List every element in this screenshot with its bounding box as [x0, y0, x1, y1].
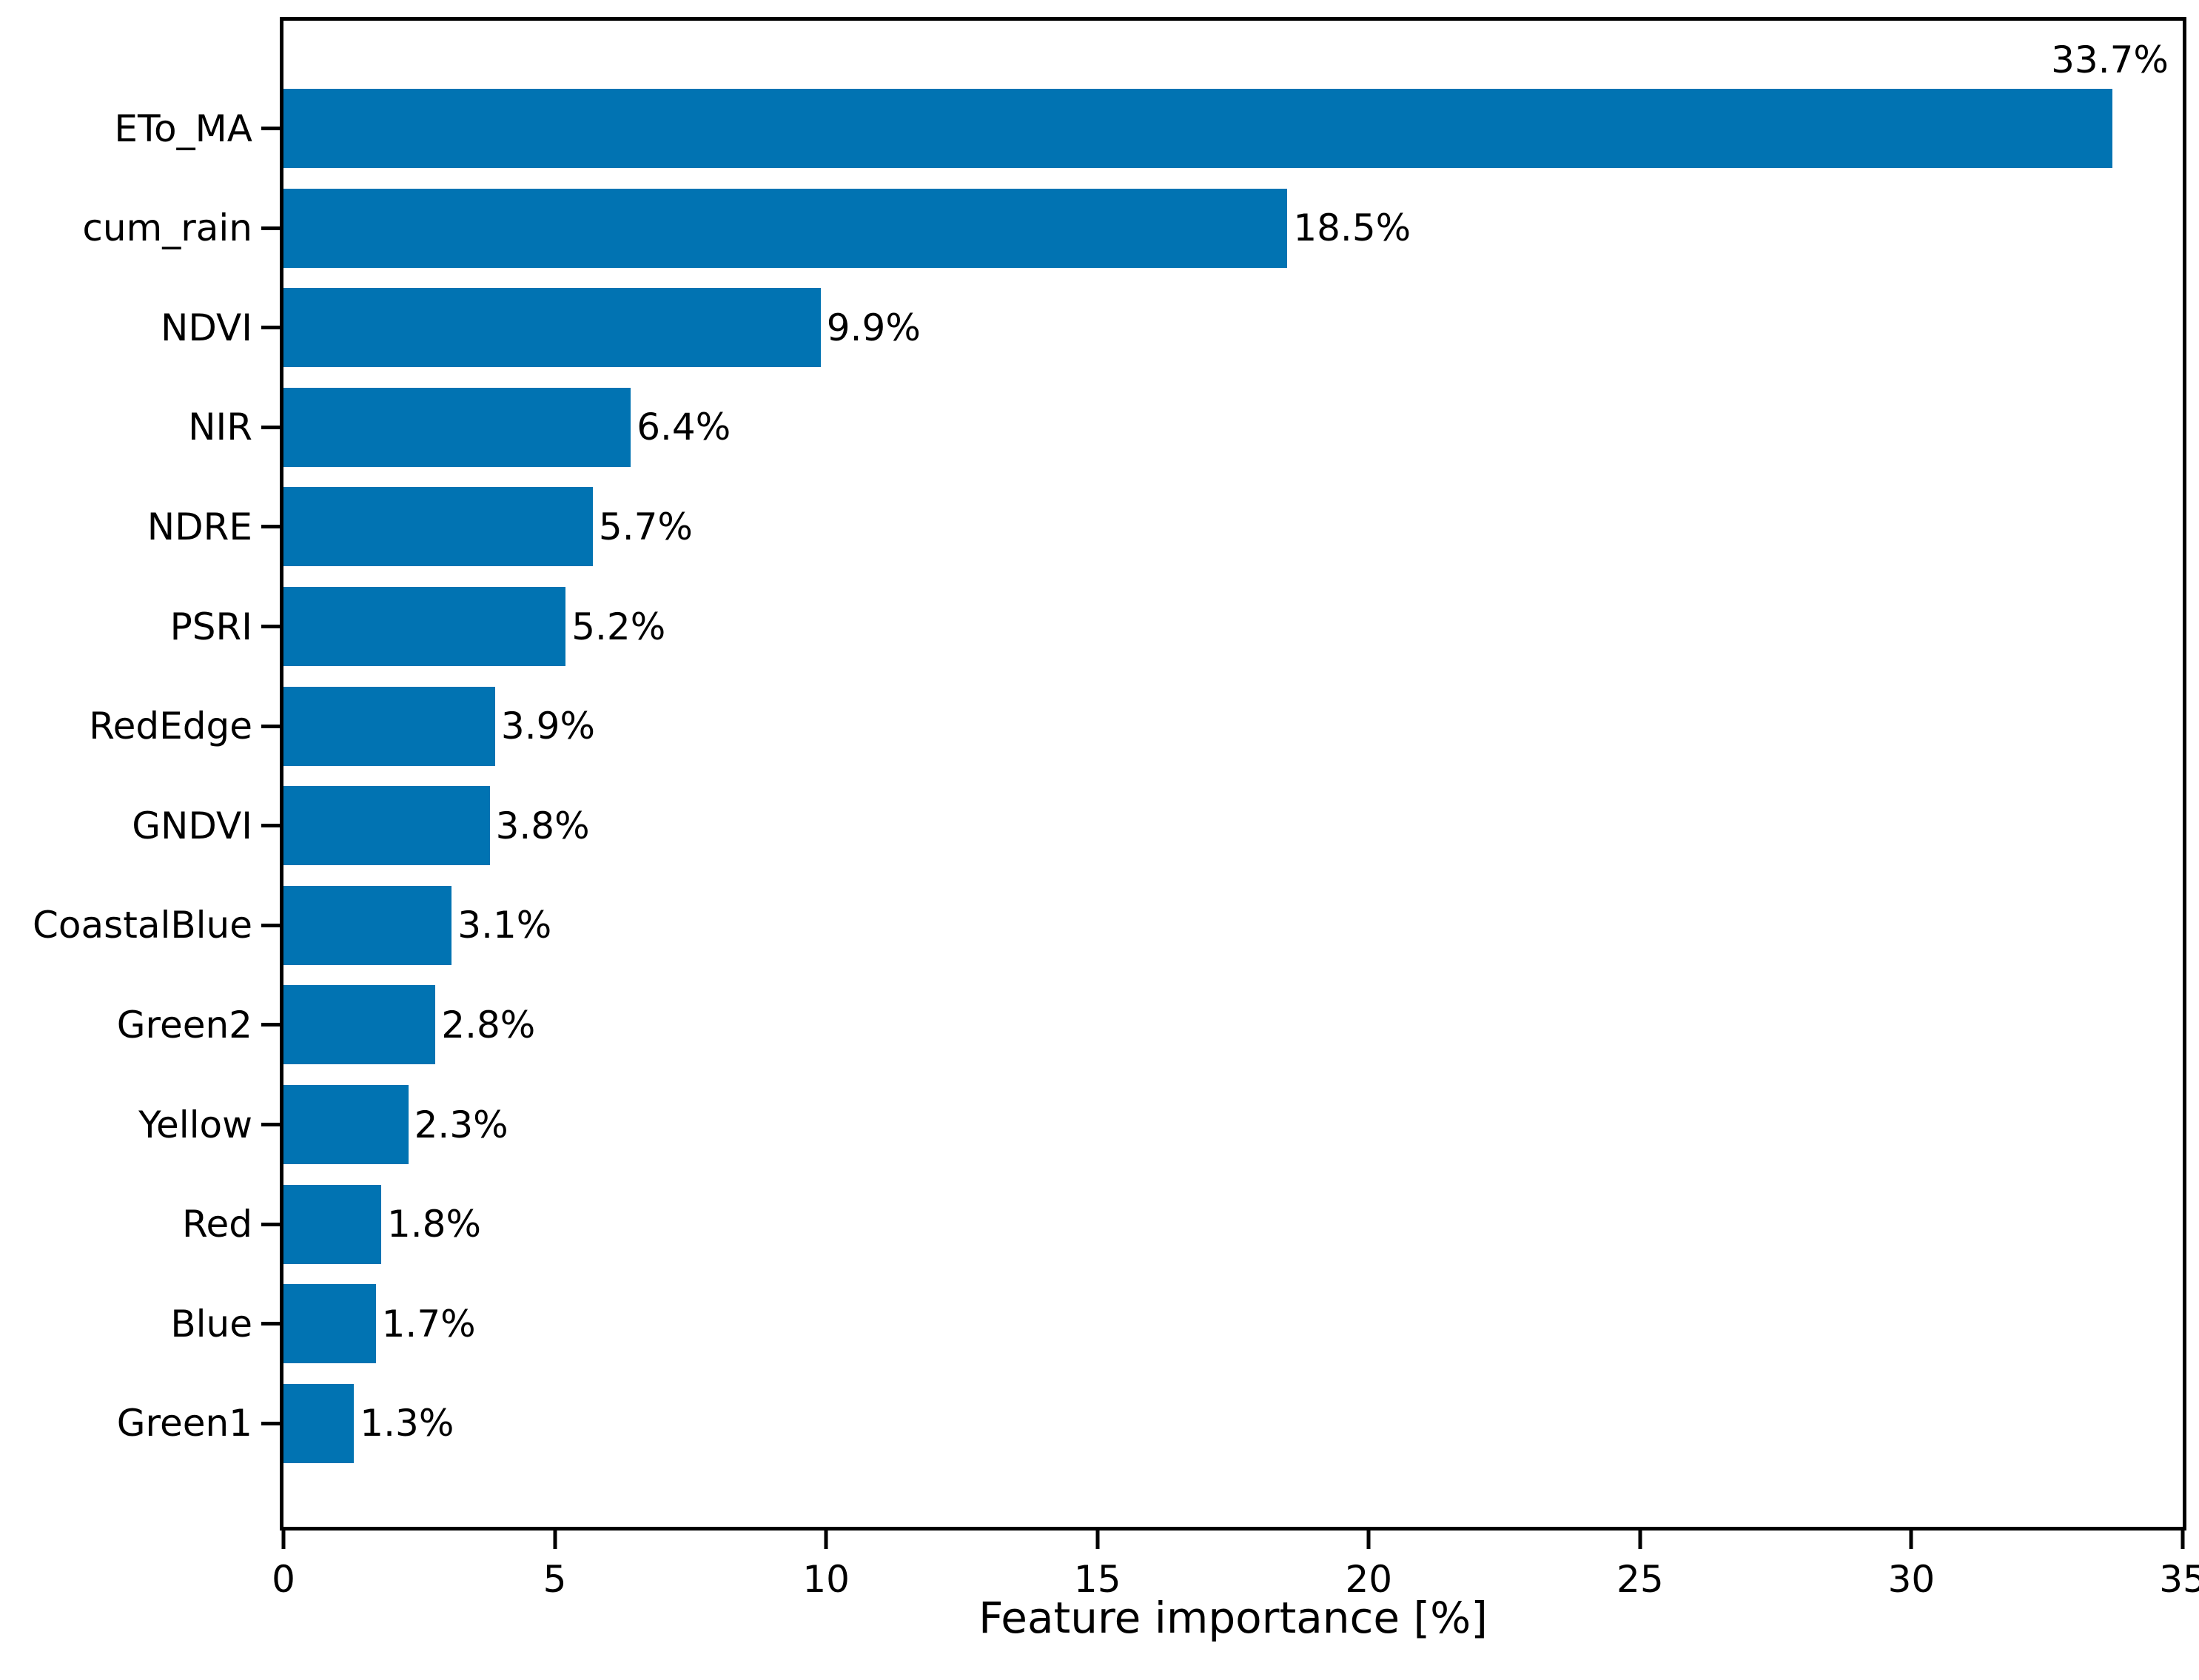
x-axis-label: Feature importance [%] — [978, 1593, 1488, 1643]
y-tick-mark — [261, 923, 280, 927]
bar-row: 1.7% Blue — [170, 1284, 2183, 1364]
x-tick-label: 20 — [1345, 1558, 1393, 1601]
bar-value-label: 1.3% — [360, 1402, 454, 1445]
bar-row: 33.7% ETo_MA — [114, 38, 2183, 168]
bar-Green1 — [283, 1383, 355, 1463]
x-tick-label: 15 — [1073, 1558, 1121, 1601]
bar-PSRI — [283, 587, 566, 666]
bar-value-label: 3.8% — [495, 804, 590, 847]
bar-value-label: 5.2% — [571, 605, 666, 648]
bar-value-label: 2.3% — [414, 1103, 508, 1146]
category-label-NIR: NIR — [188, 406, 252, 449]
bar-row: 3.9% RedEdge — [89, 686, 2183, 766]
bar-row: 3.8% GNDVI — [132, 786, 2183, 866]
category-label-CoastalBlue: CoastalBlue — [33, 904, 252, 947]
x-tick-mark — [824, 1531, 828, 1549]
y-tick-mark — [261, 1123, 280, 1126]
bar-Blue — [283, 1284, 376, 1364]
bar-row: 1.8% Red — [182, 1184, 2183, 1264]
bar-row: 6.4% NIR — [188, 387, 2183, 467]
bar-row: 2.8% Green2 — [117, 985, 2183, 1065]
x-tick-label: 0 — [272, 1558, 295, 1601]
x-tick-label: 35 — [2159, 1558, 2199, 1601]
y-tick-mark — [261, 724, 280, 728]
category-label-RedEdge: RedEdge — [89, 705, 252, 748]
bar-value-label: 9.9% — [826, 306, 921, 349]
y-tick-mark — [261, 425, 280, 429]
category-label-GNDVI: GNDVI — [132, 804, 252, 847]
bar-value-label: 18.5% — [1293, 206, 1411, 250]
category-label-Yellow: Yellow — [138, 1103, 252, 1146]
x-tick-mark — [1366, 1531, 1371, 1549]
y-tick-mark — [261, 1322, 280, 1326]
bar-row: 9.9% NDVI — [161, 288, 2183, 368]
bar-value-label: 6.4% — [637, 406, 731, 449]
x-tick-mark — [2180, 1531, 2185, 1549]
x-tick-label: 30 — [1887, 1558, 1936, 1601]
bar-GNDVI — [283, 786, 490, 866]
category-label-Green1: Green1 — [116, 1402, 252, 1445]
bar-NDRE — [283, 487, 593, 567]
bar-NDVI — [283, 288, 821, 368]
bar-row: 18.5% cum_rain — [82, 188, 2183, 268]
category-label-NDVI: NDVI — [161, 306, 252, 349]
x-tick-label: 10 — [802, 1558, 850, 1601]
bar-value-label: 3.1% — [457, 904, 552, 947]
x-tick-mark — [553, 1531, 557, 1549]
y-tick-mark — [261, 127, 280, 130]
y-tick-mark — [261, 824, 280, 828]
bar-RedEdge — [283, 686, 495, 766]
category-label-Blue: Blue — [170, 1302, 252, 1345]
bar-cum_rain — [283, 188, 1288, 268]
bar-ETo_MA — [283, 89, 2112, 168]
x-tick-mark — [1909, 1531, 1913, 1549]
bar-value-label: 2.8% — [441, 1003, 536, 1046]
bar-row: 5.7% NDRE — [147, 487, 2183, 567]
bar-value-label: 33.7% — [2051, 38, 2169, 81]
y-tick-mark — [261, 226, 280, 230]
bar-value-label: 3.9% — [500, 705, 595, 748]
bar-row: 5.2% PSRI — [170, 587, 2183, 666]
category-label-PSRI: PSRI — [169, 605, 252, 648]
y-tick-mark — [261, 1023, 280, 1027]
category-label-Red: Red — [182, 1203, 252, 1246]
bar-row: 3.1% CoastalBlue — [33, 885, 2183, 965]
category-label-ETo_MA: ETo_MA — [114, 107, 252, 150]
bar-Green2 — [283, 985, 436, 1065]
x-tick-mark — [1638, 1531, 1642, 1549]
plot-area: 33.7% ETo_MA 18.5% cum_rain 9.9% NDVI 6.4% NIR 5… — [33, 17, 2199, 1601]
bar-row: 2.3% Yellow — [138, 1085, 2183, 1164]
category-label-NDRE: NDRE — [147, 505, 252, 548]
y-tick-mark — [261, 525, 280, 529]
x-tick-label: 5 — [543, 1558, 567, 1601]
y-tick-mark — [261, 625, 280, 628]
x-tick-mark — [1095, 1531, 1100, 1549]
bar-CoastalBlue — [283, 885, 452, 965]
bar-value-label: 5.7% — [598, 505, 693, 548]
y-tick-mark — [261, 1222, 280, 1226]
bar-row: 1.3% Green1 — [117, 1383, 2183, 1463]
x-tick-mark — [281, 1531, 286, 1549]
bar-value-label: 1.7% — [381, 1302, 476, 1345]
bar-Red — [283, 1184, 381, 1264]
category-label-Green2: Green2 — [116, 1003, 252, 1046]
y-tick-mark — [261, 326, 280, 330]
bar-Yellow — [283, 1085, 409, 1164]
y-tick-mark — [261, 1421, 280, 1425]
bar-NIR — [283, 387, 631, 467]
category-label-cum_rain: cum_rain — [82, 206, 252, 250]
bar-value-label: 1.8% — [386, 1203, 481, 1246]
x-tick-label: 25 — [1616, 1558, 1664, 1601]
